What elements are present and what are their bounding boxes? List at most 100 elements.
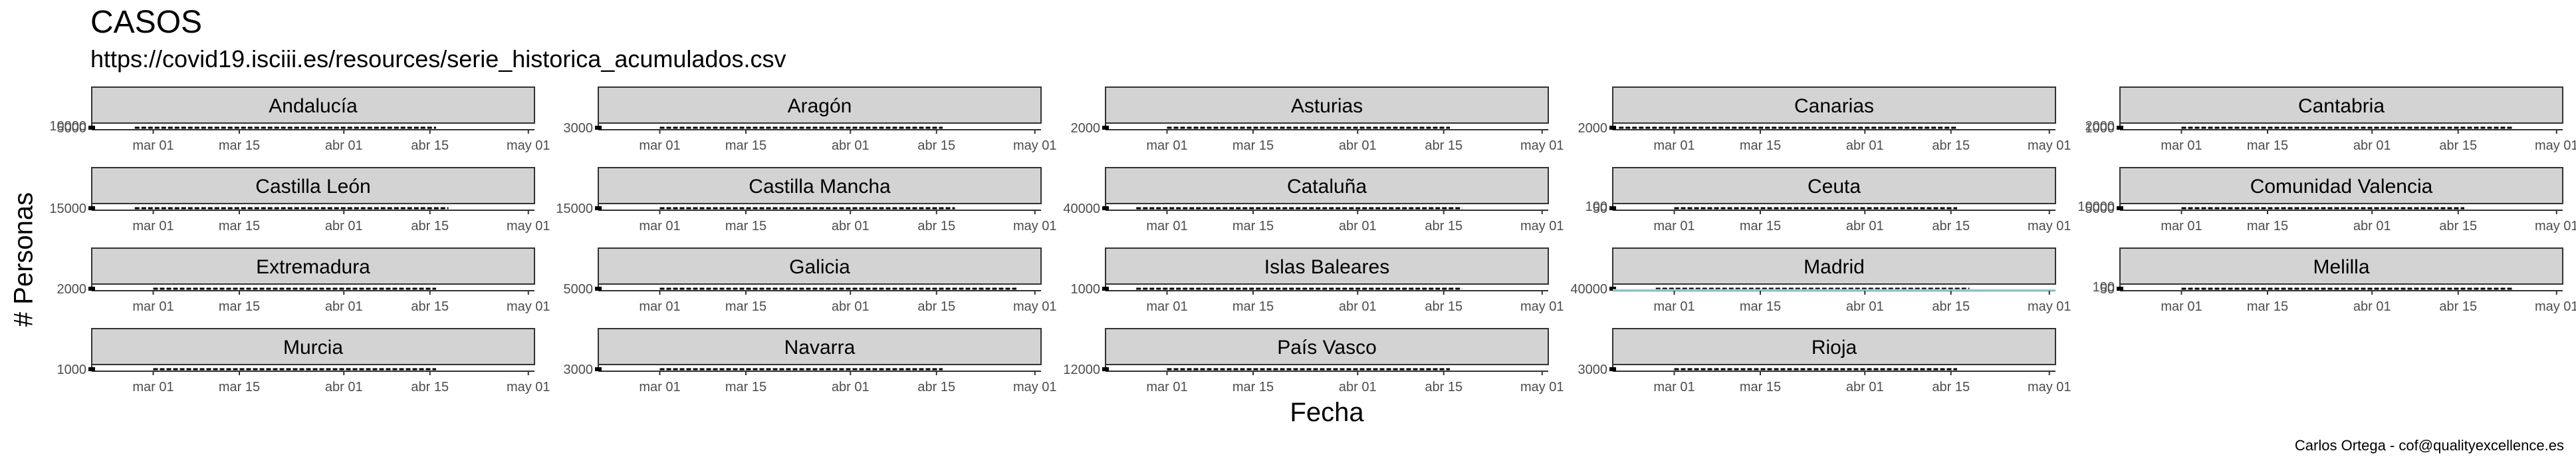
- facet-title-asturias: Asturias: [1291, 95, 1363, 117]
- xtick-label: abr 01: [1339, 380, 1377, 394]
- facet-strip-ceuta: [1612, 167, 2056, 204]
- xtick-label: abr 01: [325, 299, 363, 314]
- x-axis-label: Fecha: [1290, 398, 1364, 427]
- xtick-label: abr 15: [1932, 219, 1970, 233]
- facet-strip-murcia: [91, 328, 535, 365]
- xtick-label: abr 01: [1846, 299, 1884, 314]
- xtick-label: mar 15: [1740, 380, 1781, 394]
- xtick-label: abr 01: [1339, 138, 1377, 153]
- xtick-label: abr 01: [2353, 219, 2391, 233]
- xtick-label: abr 01: [2353, 138, 2391, 153]
- xtick-label: mar 15: [725, 380, 766, 394]
- series-start-rioja: [1609, 367, 1616, 371]
- facet-title-rioja: Rioja: [1812, 337, 1857, 359]
- series-start-islas-baleares: [1102, 287, 1109, 291]
- facet-title-cataluna: Cataluña: [1287, 176, 1367, 198]
- series-start-murcia: [88, 367, 95, 371]
- facet-title-murcia: Murcia: [283, 337, 343, 359]
- ytick-label-extremadura: 2000: [57, 282, 87, 297]
- xtick-label: abr 01: [1339, 219, 1377, 233]
- xtick-label: may 01: [1013, 380, 1057, 394]
- ytick-label-cataluna: 40000: [1063, 202, 1100, 216]
- series-start-castilla-leon: [88, 206, 95, 210]
- facet-strip-islas-baleares: [1105, 247, 1549, 285]
- xtick-label: abr 01: [325, 138, 363, 153]
- ytick-label-castilla-leon: 15000: [49, 202, 86, 216]
- xtick-label: mar 01: [132, 138, 174, 153]
- facet-title-navarra: Navarra: [784, 337, 856, 359]
- xtick-label: abr 15: [411, 138, 449, 153]
- xtick-label: abr 15: [411, 380, 449, 394]
- facet-strip-castilla-mancha: [598, 167, 1042, 204]
- xtick-label: abr 15: [411, 299, 449, 314]
- facet-strip-cataluna: [1105, 167, 1549, 204]
- xtick-label: may 01: [2028, 299, 2071, 314]
- series-start-comunidad-valencia: [2117, 206, 2123, 210]
- facet-strip-melilla: [2119, 247, 2563, 285]
- ytick-label-comunidad-valencia: 10000: [2077, 200, 2115, 214]
- series-start-madrid: [1609, 287, 1616, 291]
- xtick-label: abr 01: [325, 380, 363, 394]
- xtick-label: abr 15: [2439, 219, 2477, 233]
- xtick-label: abr 01: [1846, 380, 1884, 394]
- ytick-label-murcia: 1000: [57, 363, 87, 377]
- facet-title-islas-baleares: Islas Baleares: [1264, 256, 1389, 278]
- xtick-label: may 01: [2535, 138, 2576, 153]
- xtick-label: mar 01: [1146, 299, 1187, 314]
- xtick-label: abr 01: [832, 219, 870, 233]
- ytick-label-madrid: 40000: [1570, 282, 1607, 297]
- xtick-label: mar 15: [1740, 138, 1781, 153]
- xtick-label: mar 15: [219, 380, 260, 394]
- xtick-label: may 01: [2535, 219, 2576, 233]
- chart-title: CASOS: [90, 5, 203, 40]
- xtick-label: abr 01: [832, 299, 870, 314]
- facet-title-galicia: Galicia: [789, 256, 850, 278]
- xtick-label: mar 15: [219, 299, 260, 314]
- xtick-label: mar 01: [132, 299, 174, 314]
- facet-strip-rioja: [1612, 328, 2056, 365]
- xtick-label: mar 01: [1653, 219, 1695, 233]
- xtick-label: mar 15: [2247, 219, 2288, 233]
- xtick-label: mar 01: [1653, 299, 1695, 314]
- ytick-label-cantabria: 2000: [2085, 119, 2115, 134]
- xtick-label: abr 01: [2353, 299, 2391, 314]
- xtick-label: mar 15: [725, 138, 766, 153]
- ytick-label-ceuta: 100: [1585, 200, 1607, 214]
- xtick-label: mar 15: [725, 219, 766, 233]
- xtick-label: abr 15: [917, 219, 955, 233]
- facet-title-cantabria: Cantabria: [2298, 95, 2385, 117]
- facet-title-pais-vasco: País Vasco: [1277, 337, 1377, 359]
- xtick-label: abr 01: [832, 138, 870, 153]
- xtick-label: abr 15: [2439, 138, 2477, 153]
- series-start-castilla-mancha: [595, 206, 602, 210]
- xtick-label: abr 15: [2439, 299, 2477, 314]
- xtick-label: mar 01: [2161, 138, 2202, 153]
- facet-strip-castilla-leon: [91, 167, 535, 204]
- xtick-label: may 01: [2028, 138, 2071, 153]
- xtick-label: abr 15: [1425, 299, 1463, 314]
- xtick-label: mar 15: [1740, 219, 1781, 233]
- caption: Carlos Ortega - cof@qualityexcellence.es: [2294, 437, 2564, 454]
- xtick-label: mar 01: [1146, 138, 1187, 153]
- xtick-label: abr 01: [832, 380, 870, 394]
- xtick-label: mar 15: [1740, 299, 1781, 314]
- facet-title-comunidad-valencia: Comunidad Valencia: [2250, 176, 2433, 198]
- xtick-label: may 01: [507, 380, 550, 394]
- xtick-label: mar 01: [639, 219, 680, 233]
- facet-strip-comunidad-valencia: [2119, 167, 2563, 204]
- xtick-label: mar 01: [2161, 219, 2202, 233]
- ytick-label-canarias: 2000: [1578, 121, 1608, 136]
- xtick-label: abr 15: [917, 138, 955, 153]
- xtick-label: mar 15: [2247, 299, 2288, 314]
- xtick-label: abr 15: [1425, 138, 1463, 153]
- xtick-label: mar 15: [219, 219, 260, 233]
- xtick-label: may 01: [1520, 219, 1564, 233]
- facet-title-canarias: Canarias: [1794, 95, 1874, 117]
- facet-title-ceuta: Ceuta: [1808, 176, 1861, 198]
- facet-title-castilla-mancha: Castilla Mancha: [749, 176, 891, 198]
- xtick-label: abr 15: [1425, 380, 1463, 394]
- xtick-label: may 01: [507, 299, 550, 314]
- xtick-label: mar 01: [639, 380, 680, 394]
- ytick-label-aragon: 3000: [564, 121, 594, 136]
